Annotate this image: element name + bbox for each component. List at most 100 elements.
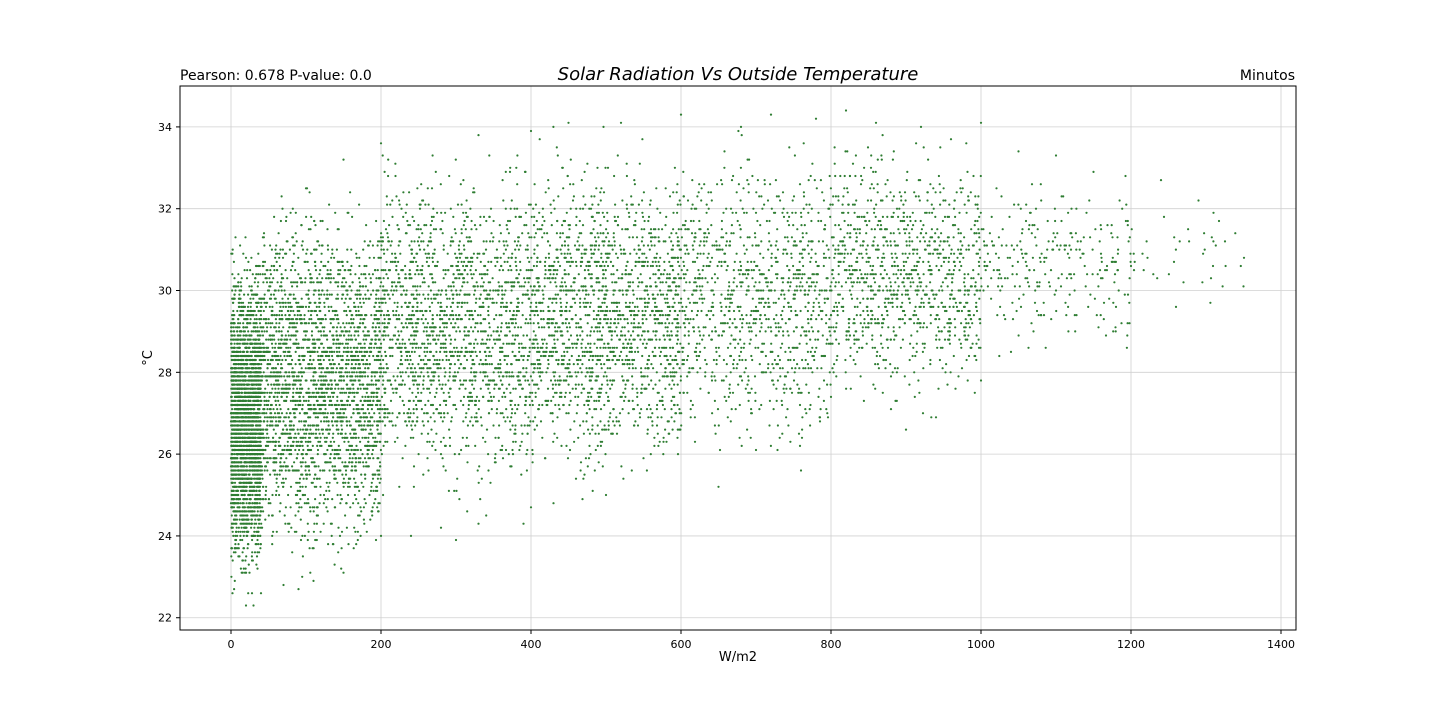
data-point (254, 277, 257, 280)
data-point (230, 444, 233, 447)
data-point (319, 354, 322, 358)
data-point (235, 387, 238, 390)
data-point (340, 379, 343, 382)
data-point (347, 477, 350, 480)
data-point (313, 465, 316, 468)
data-point (343, 309, 346, 313)
data-point (260, 305, 263, 308)
data-point (314, 224, 317, 227)
data-point (293, 244, 296, 247)
data-point (247, 293, 250, 296)
data-point (237, 432, 240, 435)
data-point (288, 432, 291, 435)
data-point (359, 387, 362, 390)
data-point (233, 502, 236, 505)
data-point (292, 424, 295, 427)
data-point (288, 248, 291, 251)
data-point (322, 379, 326, 382)
data-point (362, 383, 365, 386)
data-point (269, 473, 272, 476)
data-point (350, 375, 353, 378)
data-point (316, 277, 319, 280)
data-point (337, 346, 340, 349)
data-point (262, 350, 265, 353)
data-point (245, 465, 248, 468)
data-point (265, 399, 268, 402)
data-point (366, 367, 370, 370)
data-point (373, 305, 376, 308)
data-point (350, 248, 353, 251)
data-point (300, 322, 303, 325)
data-point (355, 444, 358, 447)
data-point (332, 432, 335, 435)
data-point (260, 346, 263, 349)
data-point (297, 432, 300, 435)
data-point (254, 350, 257, 353)
data-point (376, 440, 379, 443)
data-point (378, 301, 381, 304)
data-point (232, 391, 235, 394)
data-point (297, 342, 300, 345)
data-point (234, 367, 237, 370)
data-point (292, 379, 295, 382)
data-point (250, 592, 254, 595)
data-point (321, 383, 324, 386)
data-point (321, 403, 324, 407)
data-point (296, 428, 299, 431)
data-point (330, 403, 333, 407)
data-point (312, 432, 315, 435)
data-point (318, 244, 321, 247)
data-point (373, 375, 376, 378)
data-point (305, 473, 308, 476)
data-point (281, 297, 284, 300)
data-point (244, 334, 248, 337)
data-point (353, 371, 356, 374)
data-point (350, 379, 353, 382)
data-point (334, 371, 338, 374)
data-point (307, 289, 310, 292)
data-point (248, 473, 251, 476)
data-point (254, 543, 257, 546)
data-point (378, 305, 381, 308)
data-point (333, 453, 336, 456)
data-point (359, 318, 362, 321)
data-point (376, 371, 379, 374)
data-point (356, 448, 359, 452)
data-point (354, 375, 357, 378)
data-point (233, 350, 236, 353)
data-point (276, 363, 280, 366)
data-point (304, 367, 307, 370)
data-point (245, 363, 248, 366)
data-point (293, 412, 296, 415)
data-point (241, 440, 244, 443)
data-point (241, 493, 244, 497)
data-point (333, 379, 337, 382)
data-point (304, 277, 307, 280)
data-point (363, 399, 366, 402)
data-point (377, 510, 380, 513)
data-point (248, 571, 251, 574)
data-point (283, 354, 286, 358)
data-point (288, 371, 291, 374)
data-point (268, 277, 271, 280)
data-point (272, 371, 275, 374)
data-point (307, 436, 311, 439)
data-point (364, 412, 367, 415)
data-point (231, 522, 234, 525)
data-point (230, 493, 233, 497)
data-point (254, 338, 257, 341)
data-point (352, 412, 355, 415)
data-point (237, 358, 240, 362)
data-point (317, 293, 321, 296)
data-point (358, 297, 362, 300)
data-point (280, 432, 283, 435)
data-point (378, 416, 382, 419)
data-point (294, 211, 297, 214)
data-point (364, 285, 367, 288)
data-point (266, 432, 269, 435)
data-point (295, 457, 298, 460)
data-point (346, 342, 349, 345)
data-point (253, 387, 256, 390)
data-point (337, 387, 340, 390)
data-point (313, 412, 316, 415)
